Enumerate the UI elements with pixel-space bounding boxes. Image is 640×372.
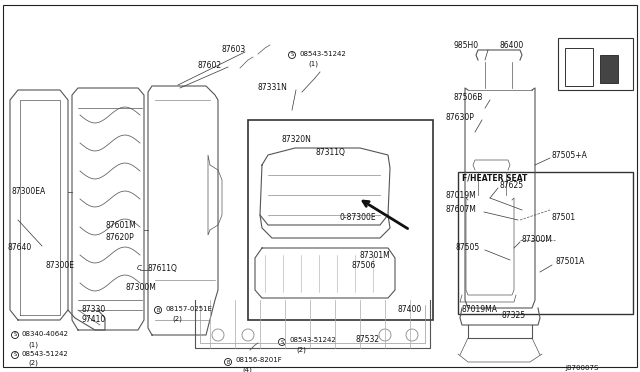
Text: 08543-51242: 08543-51242 (22, 351, 68, 357)
Text: 08340-40642: 08340-40642 (22, 331, 69, 337)
Text: 87640: 87640 (8, 244, 32, 253)
Text: 87330: 87330 (82, 305, 106, 314)
Text: (1): (1) (28, 342, 38, 348)
Bar (600, 55, 618, 83)
Text: (2): (2) (172, 316, 182, 322)
Text: 08543-51242: 08543-51242 (300, 51, 347, 57)
Text: 87501A: 87501A (555, 257, 584, 266)
Text: 87506: 87506 (352, 260, 376, 269)
Text: 87331N: 87331N (258, 83, 288, 93)
Text: 87300E: 87300E (45, 260, 74, 269)
Text: 86400: 86400 (500, 42, 524, 51)
Text: 87602: 87602 (198, 61, 222, 70)
Bar (458, 172, 633, 314)
Bar (248, 120, 433, 320)
Text: 08156-8201F: 08156-8201F (236, 357, 283, 363)
Text: S: S (13, 353, 17, 357)
Text: 87601M: 87601M (105, 221, 136, 230)
Text: C: C (137, 265, 142, 271)
Text: 08157-0251E: 08157-0251E (165, 306, 212, 312)
Text: 87506B: 87506B (453, 93, 483, 103)
Text: 87301M: 87301M (360, 250, 391, 260)
Text: 87501: 87501 (552, 214, 576, 222)
Text: 985H0: 985H0 (454, 42, 479, 51)
Text: 87505: 87505 (455, 244, 479, 253)
Text: 87300EA: 87300EA (12, 187, 46, 196)
Text: 87611Q: 87611Q (148, 263, 178, 273)
Text: 87311Q: 87311Q (315, 148, 345, 157)
Text: S: S (280, 340, 284, 344)
Text: 87532: 87532 (355, 336, 379, 344)
Text: (1): (1) (308, 61, 318, 67)
Text: 0-87300E: 0-87300E (340, 214, 376, 222)
Text: J870007S: J870007S (565, 365, 598, 371)
Text: 87320N: 87320N (282, 135, 312, 144)
Bar (565, 48, 593, 86)
Text: (2): (2) (296, 347, 306, 353)
Text: 08543-51242: 08543-51242 (290, 337, 337, 343)
Bar (558, 38, 633, 90)
Text: 87607M: 87607M (446, 205, 477, 215)
Text: F/HEATER SEAT: F/HEATER SEAT (462, 173, 527, 183)
Text: 87019MA: 87019MA (462, 305, 498, 314)
Text: 87505+A: 87505+A (552, 151, 588, 160)
Text: B: B (227, 359, 230, 365)
Text: 87019M: 87019M (446, 190, 477, 199)
Text: S: S (13, 333, 17, 337)
Text: 87300M: 87300M (125, 283, 156, 292)
Text: 87620P: 87620P (105, 232, 134, 241)
Text: 97410: 97410 (82, 315, 106, 324)
Text: (4): (4) (242, 367, 252, 372)
Text: (2): (2) (28, 360, 38, 366)
Text: 87625: 87625 (500, 180, 524, 189)
Text: B: B (156, 308, 160, 312)
Text: 87325: 87325 (502, 311, 526, 320)
Text: 87300M: 87300M (522, 235, 553, 244)
Text: S: S (291, 52, 294, 58)
Text: 87603: 87603 (222, 45, 246, 55)
Text: 87400: 87400 (398, 305, 422, 314)
Text: 87630P: 87630P (445, 113, 474, 122)
